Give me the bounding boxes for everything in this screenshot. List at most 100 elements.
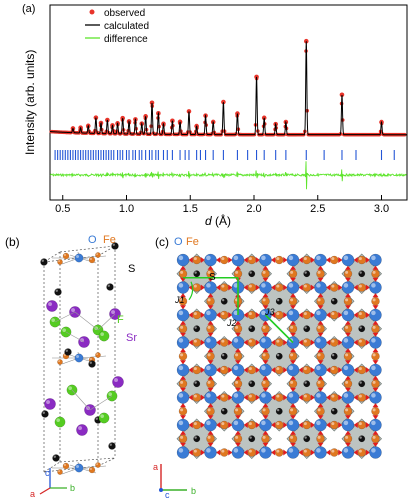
- fe-atom: [247, 448, 256, 457]
- fe-atom: [330, 365, 339, 375]
- fe-atom: [330, 255, 339, 265]
- spin-arrow: [207, 320, 214, 325]
- fe-atom: [233, 407, 243, 416]
- o-atom-highlight: [371, 338, 376, 343]
- spin-arrow: [243, 257, 248, 263]
- o-atom-highlight: [206, 448, 211, 453]
- fe-atom-highlight: [345, 380, 349, 384]
- spin-arrow: [271, 339, 276, 346]
- fe-atom: [206, 434, 215, 443]
- spin-arrow: [216, 257, 221, 263]
- spin-arrow: [353, 339, 358, 346]
- fe-atom-highlight: [331, 367, 335, 371]
- spin-arrow: [290, 305, 296, 310]
- spin-arrow: [243, 284, 248, 291]
- spin-arrow: [271, 367, 276, 373]
- spin-arrow: [290, 415, 296, 420]
- fe-atom-highlight: [180, 353, 184, 357]
- spin-arrow: [298, 257, 303, 263]
- spin-arrow: [216, 312, 221, 318]
- s-atom-highlight: [95, 417, 98, 420]
- axis-triad: c b a: [30, 468, 75, 499]
- spin-arrow: [262, 332, 269, 337]
- fe-atom: [220, 420, 229, 430]
- fe-atom: [261, 407, 270, 416]
- spin-arrow: [200, 422, 205, 428]
- o-atom: [204, 336, 217, 349]
- spin-arrow: [326, 339, 331, 346]
- fe-atom: [316, 379, 325, 388]
- fe-atom-highlight: [331, 422, 335, 426]
- spin-arrow: [216, 284, 221, 291]
- o-atom-highlight: [371, 310, 376, 316]
- o-atom-highlight: [261, 255, 266, 261]
- spin-arrow: [200, 394, 205, 401]
- observed-peak-point: [186, 109, 192, 114]
- o-atom-highlight: [178, 393, 184, 398]
- fe-atom-highlight: [372, 298, 376, 302]
- axis-c-label: c: [165, 490, 170, 500]
- plot-frame: [49, 4, 408, 201]
- o-atom: [74, 353, 84, 363]
- spin-arrow: [207, 305, 214, 310]
- spin-arrow: [207, 348, 214, 353]
- o-atom-highlight: [316, 365, 321, 371]
- axis-c-label: c: [45, 468, 50, 478]
- o-atom-highlight: [233, 365, 239, 371]
- fe-atom: [357, 283, 366, 292]
- fe-atom-highlight: [63, 353, 66, 356]
- spin-arrow: [200, 284, 205, 291]
- fe-atom: [343, 324, 353, 333]
- fe-atom-highlight: [89, 257, 92, 260]
- spin-arrow: [262, 375, 269, 380]
- fe-atom-highlight: [317, 353, 321, 357]
- s-atom-highlight: [194, 436, 197, 439]
- spin-arrow: [262, 387, 269, 392]
- fe-atom-highlight: [207, 408, 211, 412]
- spin-arrow: [372, 320, 379, 325]
- fe-atom: [357, 365, 366, 375]
- spin-arrow: [310, 449, 315, 456]
- fe-atom-highlight: [235, 325, 239, 329]
- fe-atom-highlight: [372, 353, 376, 357]
- o-atom-highlight: [261, 338, 266, 343]
- y-axis-label: Intensity (arb. units): [23, 50, 37, 155]
- fe-atom-highlight: [358, 257, 362, 261]
- spin-arrow: [317, 265, 324, 270]
- o-atom: [286, 418, 300, 432]
- panel-c-label: (c): [155, 235, 169, 249]
- fe-atom-highlight: [358, 422, 362, 426]
- spin-arrow: [180, 305, 186, 310]
- spin-arrow: [338, 394, 343, 401]
- o-atom: [204, 418, 217, 432]
- fe-atom: [206, 352, 215, 361]
- spin-arrow: [317, 305, 324, 310]
- spin-arrow: [188, 312, 193, 318]
- spin-arrow: [207, 360, 214, 365]
- o-atom-highlight: [206, 310, 211, 316]
- fe-atom: [330, 310, 339, 320]
- fe-atom-highlight: [262, 353, 266, 357]
- spin-arrow: [298, 312, 303, 318]
- o-atom-highlight: [343, 310, 349, 316]
- o-atom: [314, 336, 327, 349]
- s-atom-highlight: [249, 326, 252, 329]
- s-atom: [193, 435, 201, 443]
- o-atom-highlight: [76, 465, 79, 468]
- s-atom: [358, 435, 366, 443]
- fe-atom: [261, 379, 270, 388]
- x-tick-label: 1.5: [183, 203, 198, 215]
- o-atom-highlight: [178, 310, 184, 316]
- fe-atom-highlight: [345, 408, 349, 412]
- fe-atom: [261, 324, 270, 333]
- spin-arrow: [228, 284, 233, 291]
- fe-atom-highlight: [317, 380, 321, 384]
- fe-atom: [62, 252, 70, 260]
- sr-atom: [44, 398, 56, 410]
- o-atom-highlight: [206, 393, 211, 398]
- fe-atom: [371, 434, 380, 443]
- spin-arrow: [200, 449, 205, 456]
- spin-arrow: [283, 339, 288, 346]
- fe-atom-highlight: [96, 353, 98, 355]
- s-atom-highlight: [109, 443, 112, 446]
